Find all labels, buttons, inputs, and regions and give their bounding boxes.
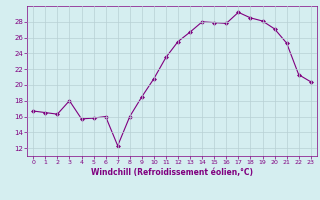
X-axis label: Windchill (Refroidissement éolien,°C): Windchill (Refroidissement éolien,°C) [91,168,253,177]
